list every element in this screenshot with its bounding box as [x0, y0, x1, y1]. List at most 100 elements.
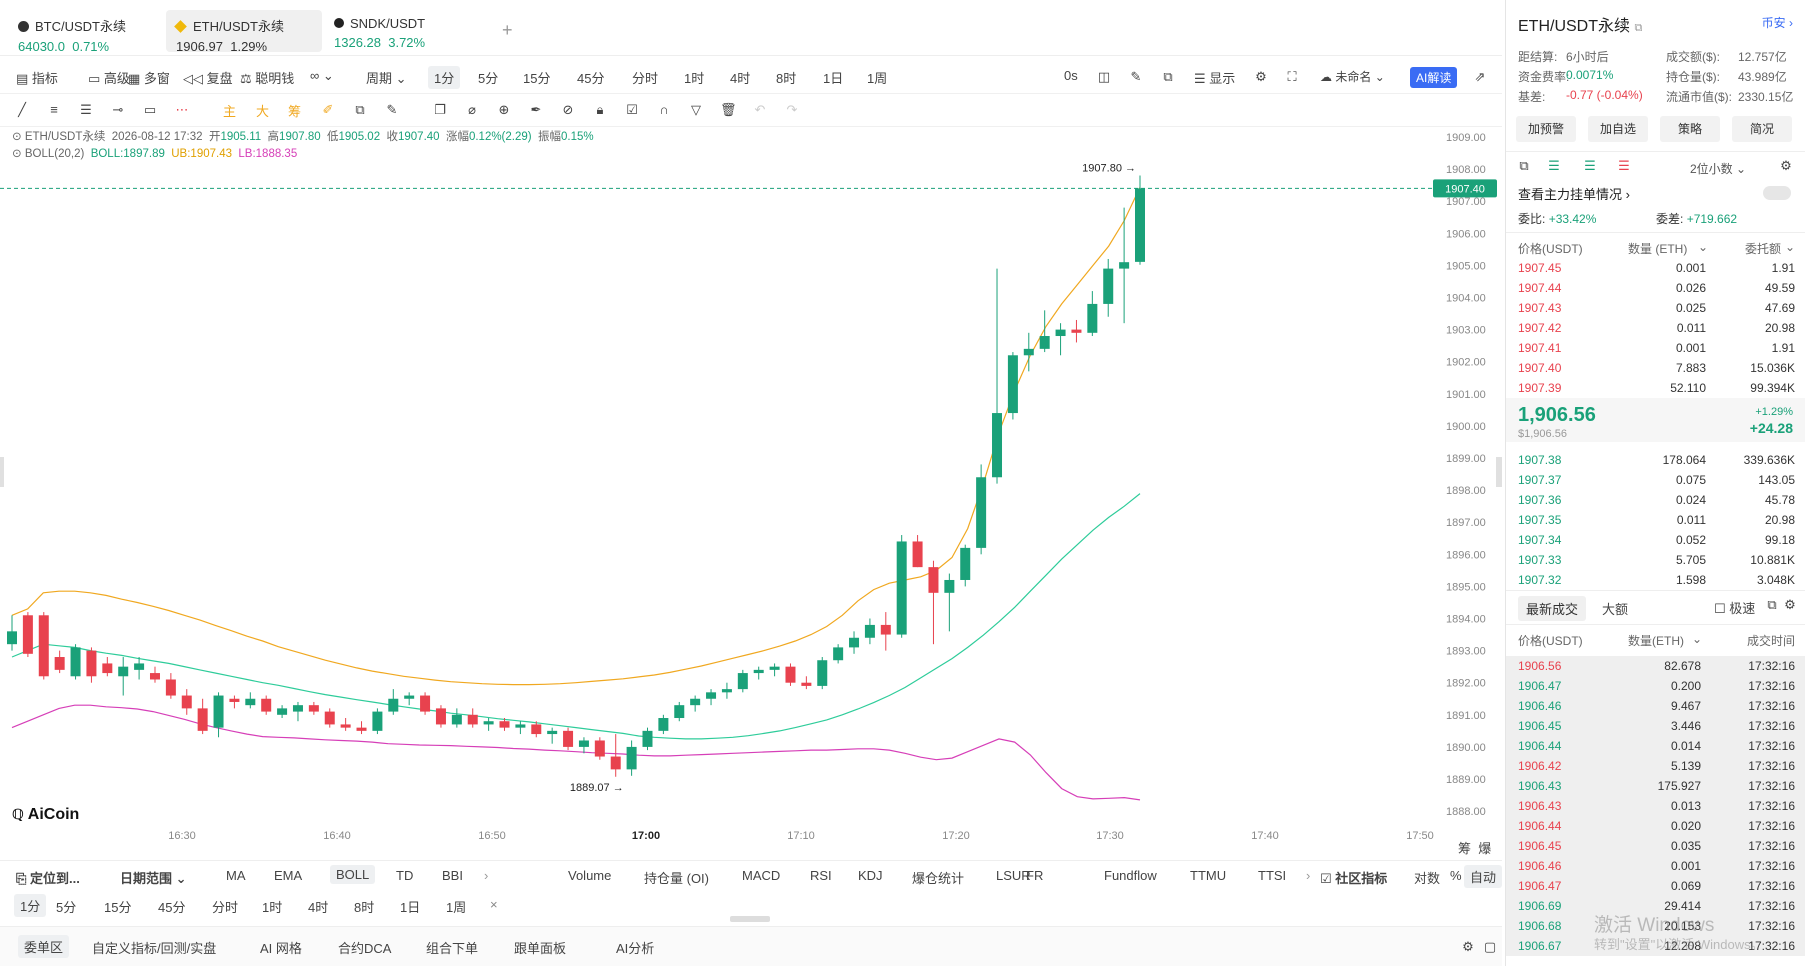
fullscreen-icon[interactable]: ⛶: [1287, 69, 1297, 84]
main-orders-link[interactable]: 查看主力挂单情况 ›: [1518, 187, 1630, 202]
orderbook-row[interactable]: 1907.37 0.075 143.05: [1506, 470, 1805, 490]
copy-icon[interactable]: ⧉: [355, 102, 365, 117]
magic-pen-icon[interactable]: ✐: [322, 102, 334, 117]
book-bids-icon[interactable]: ☰: [1584, 158, 1596, 173]
parallel-lines-icon[interactable]: ≡: [50, 102, 58, 117]
chip-axis-label[interactable]: 筹 爆: [1458, 841, 1492, 856]
pen-icon[interactable]: ✎: [1130, 69, 1142, 84]
orderbook-row[interactable]: 1907.40 7.883 15.036K: [1506, 358, 1805, 378]
interval-bar-1[interactable]: 5分: [56, 900, 77, 915]
decimals-select[interactable]: 2位小数 ⌄: [1690, 162, 1747, 176]
percent-toggle[interactable]: %: [1450, 868, 1462, 883]
sub-indicator-9[interactable]: TTMU: [1190, 868, 1227, 883]
orderbook-row[interactable]: 1907.36 0.024 45.78: [1506, 490, 1805, 510]
sub-indicator-5[interactable]: 爆仓统计: [912, 871, 965, 886]
sub-indicator-10[interactable]: TTSI: [1258, 868, 1287, 883]
resize-handle[interactable]: [730, 916, 770, 922]
chevron-right-icon[interactable]: ›: [1306, 868, 1311, 883]
orderbook-row[interactable]: 1907.35 0.011 20.98: [1506, 510, 1805, 530]
bottom-tab-3[interactable]: 合约DCA: [338, 941, 392, 956]
bottom-tab-1[interactable]: 自定义指标/回测/实盘: [92, 941, 217, 956]
edit-icon[interactable]: ⧉: [1767, 597, 1777, 612]
interval-5[interactable]: 1时: [684, 71, 705, 86]
panel-button-2[interactable]: 策略: [1660, 116, 1720, 142]
magnet-icon[interactable]: ∩: [659, 102, 669, 117]
candlestick-chart[interactable]: 1909.00 1908.00 1907.00 1906.00 1905.00 1904.…: [0, 127, 1502, 847]
sub-indicator-0[interactable]: Volume: [568, 868, 612, 883]
replay-button[interactable]: ◁◁ 复盘: [183, 71, 233, 86]
main-indicator-td[interactable]: TD: [396, 868, 414, 883]
orderbook-row[interactable]: 1907.39 52.110 99.394K: [1506, 378, 1805, 398]
layout-select[interactable]: ☁ 未命名 ⌄: [1320, 70, 1385, 84]
tab-large-trades[interactable]: 大额: [1602, 602, 1629, 617]
chevron-right-icon[interactable]: ›: [484, 868, 489, 883]
sub-indicator-2[interactable]: MACD: [742, 868, 781, 883]
left-collapse-handle[interactable]: [0, 457, 4, 487]
display-button[interactable]: ☰ 显示: [1194, 71, 1236, 86]
orderbook-row[interactable]: 1907.44 0.026 49.59: [1506, 278, 1805, 298]
settings-icon[interactable]: ⚙: [1462, 939, 1474, 954]
sub-indicator-7[interactable]: FR: [1026, 868, 1044, 883]
share-icon[interactable]: ⇗: [1474, 69, 1486, 84]
sub-indicator-3[interactable]: RSI: [810, 868, 832, 883]
filter-icon[interactable]: ▽: [691, 102, 701, 117]
exchange-link[interactable]: 币安 ›: [1761, 16, 1793, 30]
collapse-icon[interactable]: ⊙: [12, 148, 22, 160]
tab-eth[interactable]: ETH/USDT永续 1906.97 1.29%: [166, 10, 322, 54]
main-indicator-ma[interactable]: MA: [226, 868, 246, 883]
interval-7[interactable]: 8时: [776, 71, 797, 86]
share-window-icon[interactable]: ⧉: [1163, 69, 1173, 84]
bottom-tab-0[interactable]: 委单区: [18, 935, 70, 958]
interval-0[interactable]: 1分: [428, 66, 461, 89]
horizontal-line-icon[interactable]: ⊸: [112, 102, 124, 117]
main-orders-toggle[interactable]: [1763, 186, 1791, 200]
maximize-icon[interactable]: ▢: [1483, 939, 1497, 954]
interval-6[interactable]: 4时: [730, 71, 751, 86]
line-icon[interactable]: ╱: [18, 102, 26, 117]
orderbook-row[interactable]: 1907.38 178.064 339.636K: [1506, 450, 1805, 470]
interval-9[interactable]: 1周: [867, 71, 888, 86]
orderbook-row[interactable]: 1907.45 0.001 1.91: [1506, 258, 1805, 278]
tab-sndk[interactable]: SNDK/USDT 1326.28 3.72%: [324, 10, 474, 52]
panel-button-3[interactable]: 简况: [1732, 116, 1792, 142]
sub-indicator-6[interactable]: LSUR: [996, 868, 1031, 883]
interval-bar-6[interactable]: 4时: [308, 900, 329, 915]
period-select[interactable]: 周期 ⌄: [366, 71, 407, 86]
interval-4[interactable]: 分时: [632, 71, 659, 86]
settings-icon[interactable]: ⚙: [1780, 158, 1792, 173]
collapse-icon[interactable]: ⊙: [12, 131, 22, 143]
bottom-tab-4[interactable]: 组合下单: [426, 941, 479, 956]
clone-icon[interactable]: ❐: [434, 102, 446, 117]
interval-bar-8[interactable]: 1日: [400, 900, 421, 915]
smart-money-button[interactable]: ⚖ 聪明钱: [240, 71, 295, 86]
eye-hide-icon[interactable]: ⊘: [562, 102, 574, 117]
path-icon[interactable]: ⋯: [175, 102, 189, 117]
bottom-tab-2[interactable]: AI 网格: [260, 941, 302, 956]
interval-bar-9[interactable]: 1周: [446, 900, 467, 915]
undo-icon[interactable]: ↶: [754, 102, 766, 117]
settings-icon[interactable]: ⚙: [1255, 69, 1267, 84]
interval-bar-7[interactable]: 8时: [354, 900, 375, 915]
lock-icon[interactable]: 🔒︎: [596, 102, 604, 117]
orderbook-row[interactable]: 1907.42 0.011 20.98: [1506, 318, 1805, 338]
sub-indicator-1[interactable]: 持仓量 (OI): [644, 871, 709, 886]
interval-bar-5[interactable]: 1时: [262, 900, 283, 915]
chip-button[interactable]: 筹: [288, 104, 302, 119]
tab-latest-trades[interactable]: 最新成交: [1518, 596, 1587, 621]
settings-icon[interactable]: ⚙: [1784, 597, 1796, 612]
sub-indicator-4[interactable]: KDJ: [858, 868, 883, 883]
panel-button-0[interactable]: 加预警: [1516, 116, 1576, 142]
copy-icon[interactable]: ⧉: [1634, 22, 1643, 34]
auto-toggle[interactable]: 自动: [1464, 865, 1503, 888]
indicator-button[interactable]: ▤ 指标: [16, 71, 58, 86]
close-icon[interactable]: ×: [490, 897, 498, 912]
bottom-tab-5[interactable]: 跟单面板: [514, 941, 567, 956]
edit-list-icon[interactable]: ☑: [626, 102, 638, 117]
interval-bar-2[interactable]: 15分: [104, 900, 132, 915]
pencil-cross-icon[interactable]: ✎: [386, 102, 398, 117]
zoom-icon[interactable]: ⊕: [498, 102, 510, 117]
ai-analysis-button[interactable]: AI解读: [1410, 67, 1458, 88]
add-tab-button[interactable]: +: [502, 20, 513, 40]
date-range-select[interactable]: 日期范围 ⌄: [120, 871, 187, 886]
interval-8[interactable]: 1日: [823, 71, 844, 86]
